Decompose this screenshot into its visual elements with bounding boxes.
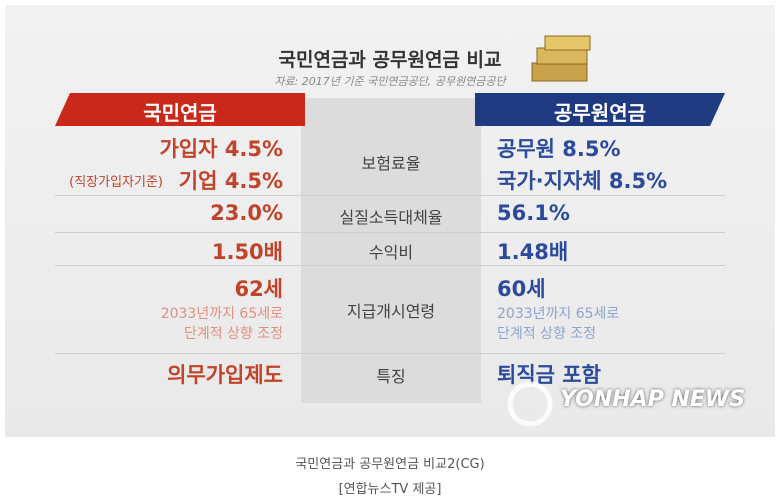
- separator: [55, 353, 725, 354]
- row-label: 지급개시연령: [346, 302, 436, 321]
- separator: [55, 265, 725, 266]
- right-value: 퇴직금 포함: [497, 363, 601, 387]
- money-icon: [531, 35, 591, 82]
- row-label: 특징: [376, 367, 406, 386]
- row-label: 보험료율: [361, 154, 421, 173]
- right-value: 국가·지자체 8.5%: [497, 169, 668, 193]
- caption: [연합뉴스TV 제공]: [338, 482, 442, 497]
- source: 자료: 2017년 기준 국민연금공단, 공무원연금공단: [274, 75, 506, 88]
- left-sub: 2033년까지 65세로: [160, 306, 283, 322]
- left-value: 62세: [234, 277, 283, 301]
- left-note: (직장가입자기준): [69, 175, 163, 190]
- left-value: 1.50배: [211, 240, 283, 264]
- right-banner: [475, 93, 725, 126]
- right-sub: 단계적 상향 조정: [497, 326, 597, 342]
- row-label: 실질소득대체율: [339, 208, 443, 227]
- right-value: 1.48배: [497, 240, 569, 264]
- separator: [55, 195, 725, 196]
- watermark: YONHAP NEWS: [560, 387, 746, 412]
- right-value: 56.1%: [497, 201, 570, 225]
- left-value: 23.0%: [210, 201, 283, 225]
- left-sub: 단계적 상향 조정: [183, 326, 283, 342]
- center-column: [301, 98, 481, 403]
- left-value: 기업 4.5%: [178, 169, 283, 193]
- caption: 국민연금과 공무원연금 비교2(CG): [295, 457, 485, 472]
- separator: [55, 232, 725, 233]
- left-value: 가입자 4.5%: [159, 137, 283, 161]
- infographic: 국민연금과 공무원연금 비교 자료: 2017년 기준 국민연금공단, 공무원연…: [5, 5, 775, 437]
- right-sub: 2033년까지 65세로: [497, 306, 620, 322]
- left-header: 국민연금: [143, 101, 217, 125]
- right-value: 공무원 8.5%: [497, 137, 621, 161]
- right-value: 60세: [497, 277, 546, 301]
- left-value: 의무가입제도: [167, 363, 283, 387]
- right-header: 공무원연금: [554, 101, 646, 125]
- row-label: 수익비: [368, 243, 414, 262]
- left-banner: [55, 93, 305, 126]
- watermark-logo: [507, 381, 553, 427]
- title: 국민연금과 공무원연금 비교: [278, 49, 502, 71]
